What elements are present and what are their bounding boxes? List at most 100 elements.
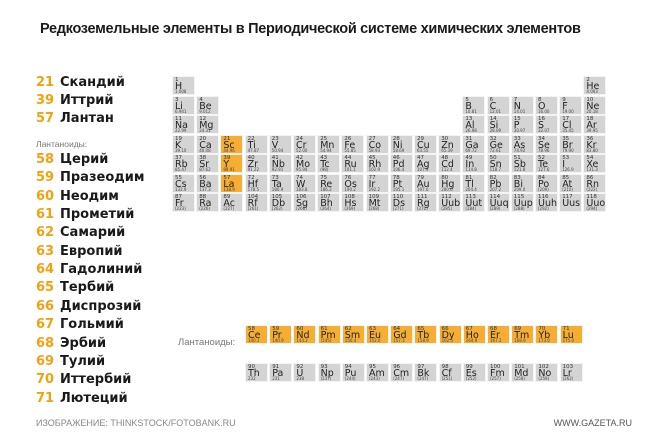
atomic-number: 41 bbox=[271, 155, 279, 161]
atomic-mass: 14.01 bbox=[513, 108, 526, 114]
element-symbol: Cs bbox=[175, 178, 187, 190]
element-symbol: Au bbox=[417, 178, 430, 190]
atomic-number: 29 bbox=[417, 135, 424, 142]
atomic-number: 18 bbox=[586, 116, 594, 122]
atomic-number: 25 bbox=[320, 135, 328, 142]
element-symbol: Fe bbox=[344, 139, 356, 151]
element-cell-au: 79 Au 197.0 bbox=[414, 173, 437, 193]
element-symbol: Ba bbox=[199, 178, 212, 190]
element-cell-cl: 17 Cl 35.45 bbox=[559, 115, 583, 134]
atomic-number: 36 bbox=[586, 135, 594, 142]
element-symbol: Ca bbox=[199, 139, 212, 151]
atomic-number: 38 bbox=[199, 155, 207, 161]
atomic-mass: 50.94 bbox=[271, 147, 284, 153]
atomic-mass: 144.2 bbox=[296, 338, 308, 343]
element-symbol: Tb bbox=[417, 330, 430, 341]
element-cell-i: 53 I 126.9 bbox=[559, 154, 583, 173]
element-cell-kr: 36 Kr 83.80 bbox=[583, 134, 607, 154]
atomic-number: 79 bbox=[417, 174, 424, 181]
element-symbol: P bbox=[513, 120, 520, 131]
atomic-mass: 47.87 bbox=[247, 147, 260, 153]
atomic-mass: 168.9 bbox=[514, 338, 526, 343]
atomic-mass: (222) bbox=[586, 186, 598, 192]
element-symbol: Tc bbox=[320, 159, 330, 170]
site-link[interactable]: WWW.GAZETA.RU bbox=[553, 418, 632, 428]
element-cell-pa: 91 Pa 231 bbox=[269, 363, 293, 382]
atomic-number: 46 bbox=[392, 155, 400, 161]
atomic-number: 73 bbox=[271, 174, 279, 181]
atomic-mass: 65.39 bbox=[441, 147, 453, 153]
atomic-mass: 10.81 bbox=[465, 108, 477, 114]
element-symbol: F bbox=[562, 100, 568, 112]
atomic-mass: 118.7 bbox=[489, 167, 502, 172]
element-symbol: Uub bbox=[441, 198, 461, 209]
atomic-mass: 4.003 bbox=[586, 89, 598, 94]
page-title: Редкоземельные элементы в Периодической … bbox=[40, 21, 581, 37]
atomic-number: 42 bbox=[296, 155, 303, 161]
element-symbol: Uuo bbox=[586, 198, 606, 209]
atomic-number: 64 bbox=[393, 326, 401, 332]
atomic-mass: 72.61 bbox=[489, 147, 502, 153]
atomic-mass: (262) bbox=[562, 376, 574, 381]
element-cell-cu: 29 Cu 63.55 bbox=[414, 134, 437, 154]
element-cell-bh: 107 Bh (264) bbox=[317, 193, 341, 212]
atomic-number: 89 bbox=[223, 194, 231, 200]
element-symbol: Mg bbox=[199, 120, 214, 131]
element-symbol: Pb bbox=[489, 178, 502, 190]
list-item: 68 Эрбий bbox=[36, 336, 106, 354]
atomic-mass: (210) bbox=[562, 186, 573, 192]
element-symbol: Th bbox=[248, 368, 260, 379]
atomic-number: 67 bbox=[465, 326, 473, 332]
atomic-mass: 204.4 bbox=[465, 186, 477, 192]
atomic-mass: 9.012 bbox=[199, 108, 211, 114]
element-symbol: Sg bbox=[296, 198, 309, 209]
atomic-mass: 131.3 bbox=[586, 167, 598, 172]
atomic-mass: 63.55 bbox=[417, 147, 429, 153]
element-cell-ge: 32 Ge 72.61 bbox=[486, 134, 510, 154]
element-symbol: Os bbox=[344, 178, 357, 190]
atomic-number: 108 bbox=[344, 194, 355, 200]
element-symbol: At bbox=[562, 178, 573, 190]
atomic-number: 39 bbox=[223, 155, 231, 161]
element-cell-sm: 62 Sm 150.4 bbox=[341, 325, 365, 344]
element-cell-po: 84 Po (209) bbox=[535, 173, 558, 193]
list-item: 62 Самарий bbox=[36, 225, 125, 243]
element-number: 68 bbox=[36, 335, 55, 351]
atomic-mass: (227) bbox=[223, 206, 235, 211]
atomic-number: 23 bbox=[271, 135, 279, 142]
list-item: 21 Скандий bbox=[36, 75, 125, 93]
element-cell-pr: 59 Pr 140.9 bbox=[269, 325, 293, 344]
element-name: Гадолиний bbox=[60, 262, 143, 278]
element-symbol: W bbox=[296, 178, 306, 190]
image-credit: ИЗОБРАЖЕНИЕ: THINKSTOCK/FOTOBANK.RU bbox=[36, 418, 236, 428]
atomic-mass: 137.3 bbox=[199, 186, 211, 192]
atomic-mass: 85.47 bbox=[175, 167, 187, 172]
atomic-number: 54 bbox=[586, 155, 594, 161]
element-cell-ru: 44 Ru 101.1 bbox=[341, 154, 365, 173]
element-cell-y: 39 Y 88.91 bbox=[220, 154, 244, 173]
atomic-mass: 126.9 bbox=[562, 167, 574, 172]
element-symbol: Rf bbox=[247, 198, 258, 209]
element-cell-ne: 10 Ne 20.18 bbox=[583, 95, 607, 115]
atomic-number: 101 bbox=[514, 364, 525, 370]
atomic-mass: 16.00 bbox=[538, 108, 550, 114]
atomic-number: 33 bbox=[513, 135, 521, 142]
atomic-mass: 183.8 bbox=[296, 186, 308, 192]
element-cell-pb: 82 Pb 207.2 bbox=[486, 173, 510, 193]
atomic-number: 45 bbox=[368, 155, 376, 161]
element-cell-tb: 65 Tb 158.9 bbox=[414, 325, 438, 344]
atomic-mass: (285) bbox=[441, 206, 452, 211]
element-symbol: Cm bbox=[393, 368, 410, 379]
atomic-mass: 140.1 bbox=[248, 338, 260, 343]
element-number: 59 bbox=[36, 170, 55, 186]
element-number: 61 bbox=[36, 207, 55, 223]
element-cell-cs: 55 Cs 132.9 bbox=[172, 173, 195, 193]
atomic-number: 92 bbox=[296, 364, 304, 370]
element-cell-in: 49 In 114.8 bbox=[462, 154, 486, 173]
atomic-number: 59 bbox=[272, 326, 280, 332]
atomic-mass: 150.4 bbox=[344, 338, 357, 343]
atomic-number: 26 bbox=[344, 135, 352, 142]
element-symbol: Al bbox=[465, 120, 475, 131]
atomic-mass: (259) bbox=[538, 376, 550, 381]
element-cell-rh: 45 Rh 102.9 bbox=[365, 154, 389, 173]
